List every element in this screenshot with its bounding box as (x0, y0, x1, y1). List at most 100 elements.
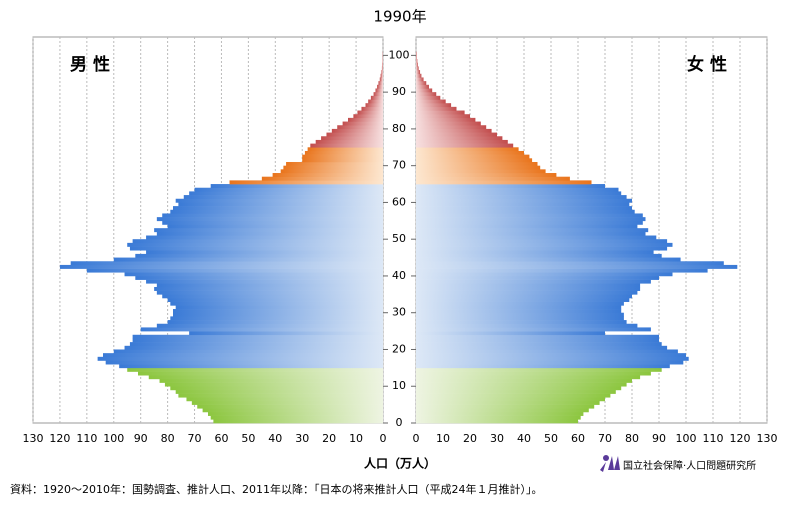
bar (203, 408, 383, 412)
bar (416, 239, 667, 243)
bar (416, 294, 632, 298)
bar (416, 70, 420, 74)
bar (286, 162, 383, 166)
bar (416, 276, 659, 280)
bar (416, 155, 529, 159)
x-tick-label: 90 (652, 432, 666, 445)
bar (189, 191, 383, 195)
bar (416, 133, 497, 137)
bar (378, 81, 383, 85)
bar (416, 166, 540, 170)
y-tick-label: 60 (392, 195, 406, 208)
bar (302, 155, 383, 159)
bar (146, 236, 383, 240)
bar (416, 397, 605, 401)
y-tick-label: 90 (392, 85, 406, 98)
bar (416, 357, 689, 361)
bar (302, 158, 383, 162)
x-tick-label: 80 (161, 432, 175, 445)
x-tick-label: 20 (463, 432, 477, 445)
bar (135, 276, 383, 280)
bar (416, 107, 457, 111)
bar (87, 269, 383, 273)
bar (416, 302, 624, 306)
bar (361, 107, 383, 111)
bar (305, 151, 383, 155)
y-tick-label: 100 (389, 48, 410, 61)
bar (416, 327, 651, 331)
bar (337, 125, 383, 129)
bar (416, 408, 589, 412)
bar (416, 390, 616, 394)
bar (416, 338, 659, 342)
bar (416, 269, 708, 273)
bar (114, 349, 383, 353)
bar (382, 63, 383, 67)
bar (170, 210, 383, 214)
bar (176, 199, 383, 203)
bar (381, 70, 383, 74)
bar (141, 327, 383, 331)
bar (127, 243, 383, 247)
bar (416, 232, 646, 236)
bar (146, 250, 383, 254)
x-tick-label: 110 (76, 432, 97, 445)
bar (416, 92, 436, 96)
bar (416, 114, 470, 118)
bar (416, 199, 632, 203)
bar (211, 416, 383, 420)
bar (374, 92, 383, 96)
bar (71, 261, 383, 265)
bar (184, 195, 383, 199)
bar (416, 88, 432, 92)
x-tick-label: 50 (544, 432, 558, 445)
bar (189, 331, 383, 335)
bar (416, 85, 429, 89)
bar (60, 265, 383, 269)
source-note: 資料：1920～2010年：国勢調査、推計人口、2011年以降：「日本の将来推計… (10, 482, 542, 496)
bar (321, 136, 383, 140)
bar (316, 140, 383, 144)
bar (353, 114, 383, 118)
bar (283, 166, 383, 170)
bar (416, 122, 481, 126)
bar (416, 324, 637, 328)
bar (381, 74, 383, 78)
bar (273, 173, 383, 177)
bar (416, 272, 673, 276)
bar (416, 236, 656, 240)
bar (192, 401, 383, 405)
bar (416, 224, 637, 228)
bar (178, 202, 383, 206)
bar (416, 375, 640, 379)
y-tick-label: 30 (392, 306, 406, 319)
bar (416, 210, 635, 214)
bar (157, 232, 383, 236)
bar (168, 224, 383, 228)
y-tick-label: 80 (392, 122, 406, 135)
x-tick-label: 80 (625, 432, 639, 445)
bar (416, 254, 662, 258)
bar (125, 272, 383, 276)
bar (168, 298, 383, 302)
bar (416, 63, 418, 67)
bar (416, 52, 417, 56)
bar (162, 221, 383, 225)
bar (416, 180, 592, 184)
x-tick-label: 90 (134, 432, 148, 445)
y-tick-label: 70 (392, 159, 406, 172)
bar (416, 291, 637, 295)
x-tick-label: 100 (676, 432, 697, 445)
x-tick-label: 110 (703, 432, 724, 445)
bar (149, 375, 383, 379)
bar (178, 394, 383, 398)
bar (416, 177, 570, 181)
bar (416, 184, 605, 188)
bar (343, 122, 383, 126)
bar (416, 173, 556, 177)
bar (103, 353, 383, 357)
bar (416, 221, 643, 225)
bar (416, 250, 654, 254)
bar (170, 302, 383, 306)
